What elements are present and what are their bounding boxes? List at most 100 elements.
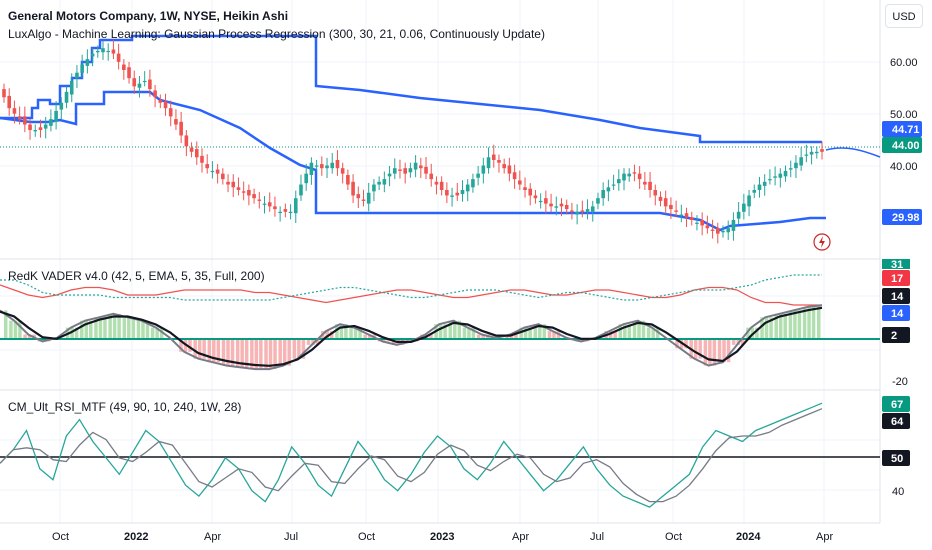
candle-body	[267, 202, 272, 207]
candle-body	[507, 165, 512, 174]
candle-body	[486, 157, 491, 169]
candle-body	[314, 165, 319, 167]
vader-hist-bar	[655, 327, 660, 339]
candle-body	[460, 190, 465, 195]
candle-body	[403, 168, 407, 174]
candle-body	[335, 160, 340, 169]
candle-body	[137, 83, 142, 88]
candle-body	[299, 184, 303, 196]
candle-body	[455, 192, 460, 196]
candle-body	[731, 220, 736, 231]
candle-body	[340, 168, 345, 174]
vader-hist-bar	[221, 339, 226, 366]
vader-legend[interactable]: RedK VADER v4.0 (42, 5, EMA, 5, 35, Full…	[8, 269, 265, 283]
vader-hist-bar	[367, 334, 372, 339]
candle-body	[752, 190, 757, 193]
candle-body	[293, 198, 298, 214]
vader-axis[interactable]: 31 17 14 14 2 -20	[882, 259, 910, 388]
candle-body	[205, 164, 209, 169]
vader-hist-bar	[282, 339, 287, 366]
vader-hist-bar	[250, 339, 254, 370]
candle-body	[158, 100, 163, 103]
vader-hist-bar	[292, 339, 297, 359]
time-tick-label: Oct	[665, 531, 682, 543]
vader-hist-bar	[226, 339, 230, 366]
vader-hist-bar	[212, 339, 216, 363]
candle-body	[820, 149, 824, 152]
candle-body	[325, 165, 329, 169]
candle-body	[361, 199, 366, 201]
alert-icon[interactable]	[813, 233, 831, 251]
candle-body	[106, 50, 111, 53]
candle-body	[439, 181, 444, 190]
price-axis[interactable]: 60.00 50.00 40.00 44.71 44.00 29.98	[882, 57, 922, 225]
vader-hist-bar	[788, 310, 793, 339]
vader-hist-bar	[122, 317, 127, 339]
time-tick-label: Apr	[816, 531, 833, 543]
candle-body	[236, 187, 241, 190]
candle-body	[523, 187, 527, 190]
candle-body	[804, 154, 809, 156]
candle-body	[64, 91, 69, 103]
rsi-signal-line	[0, 408, 823, 503]
candle-body	[85, 59, 90, 66]
candle-body	[773, 176, 777, 178]
candle-body	[163, 101, 168, 109]
candle-body	[33, 130, 38, 132]
candle-body	[382, 179, 387, 185]
price-pane	[0, 34, 881, 251]
candle-body	[351, 181, 355, 196]
candle-body	[23, 116, 27, 125]
candle-body	[684, 213, 689, 218]
vader-hist-bar	[811, 306, 816, 339]
candle-body	[726, 228, 731, 233]
candle-body	[142, 80, 147, 83]
candle-body	[288, 211, 293, 214]
candle-body	[481, 165, 486, 174]
vader-hist-bar	[684, 339, 688, 349]
vader-hist-bar	[127, 317, 131, 339]
currency-button[interactable]: USD	[885, 4, 923, 28]
candle-body	[747, 195, 751, 207]
vader-hist-bar	[740, 339, 745, 345]
candle-body	[434, 181, 439, 185]
time-tick-label: Jul	[590, 531, 604, 543]
vader-hist-bar	[651, 327, 655, 339]
vader-hist-bar	[155, 327, 159, 339]
candle-body	[445, 190, 449, 196]
candle-body	[710, 229, 715, 231]
rsi-line	[0, 402, 823, 508]
candle-body	[700, 220, 704, 226]
candle-body	[617, 179, 621, 184]
rsi-axis[interactable]: 67 64 50 40	[882, 396, 910, 498]
candle-body	[59, 102, 64, 110]
candle-body	[387, 173, 392, 177]
candle-body	[95, 50, 100, 53]
luxalgo-legend[interactable]: LuxAlgo - Machine Learning: Gaussian Pro…	[8, 27, 545, 41]
vader-hist-bar	[429, 334, 433, 339]
candle-body	[419, 165, 423, 169]
vader-hist-bar	[98, 317, 103, 339]
time-axis[interactable]: Oct 2022 Apr Jul Oct 2023 Apr Jul Oct 20…	[52, 531, 833, 543]
vader-hist-bar	[358, 327, 362, 339]
candle-body	[778, 173, 783, 178]
lower-envelope-line	[0, 90, 826, 232]
rsi-legend[interactable]: CM_Ult_RSI_MTF (49, 90, 10, 240, 1W, 28)	[8, 400, 242, 414]
candle-body	[596, 198, 600, 204]
candle-body	[788, 168, 793, 170]
time-tick-label: Apr	[204, 531, 221, 543]
candle-body	[101, 48, 105, 53]
chart-title[interactable]: General Motors Company, 1W, NYSE, Heikin…	[8, 9, 289, 23]
vader-pane	[0, 274, 880, 371]
vader-hist-bar	[448, 320, 453, 339]
vader-hist-bar	[722, 339, 726, 363]
candle-body	[533, 195, 538, 199]
vader-hist-bar	[315, 339, 320, 345]
candle-body	[689, 217, 694, 220]
vader-hist-bar	[632, 320, 637, 339]
candle-body	[122, 64, 126, 70]
candle-body	[231, 181, 236, 188]
rsi-tag-green-label: 67	[891, 399, 903, 411]
rsi-tick-label: 40	[892, 486, 904, 498]
